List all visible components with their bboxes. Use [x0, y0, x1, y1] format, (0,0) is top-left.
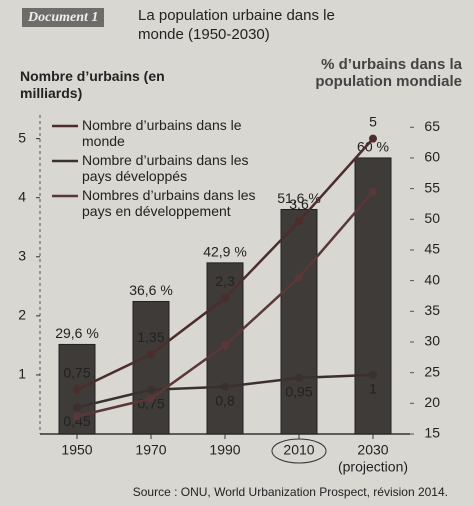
line-value-label: 0,8	[215, 392, 235, 408]
x-tick-label: 2010	[283, 442, 314, 458]
line-marker	[369, 134, 377, 143]
x-tick-label: 2030	[357, 442, 388, 458]
line-value-label: 0,75	[63, 364, 90, 380]
bar-value-label: 42,9 %	[203, 244, 247, 260]
y-tick-label: 5	[18, 129, 26, 145]
bar-value-label: 36,6 %	[129, 282, 173, 298]
source: Source : ONU, World Urbanization Prospec…	[132, 485, 448, 499]
line-value-label: 1	[369, 381, 377, 397]
legend-label: Nombres d’urbains dans les pays en dével…	[82, 187, 256, 219]
line-marker	[73, 385, 81, 394]
line-marker	[221, 341, 229, 350]
y2-tick-label: 25	[424, 363, 440, 379]
line-value-label: 2,3	[215, 273, 235, 289]
bar-value-label: 29,6 %	[55, 325, 99, 341]
bar-value-label: 60 %	[357, 139, 389, 155]
line-value-label: 0,95	[285, 384, 312, 400]
category-note: (projection)	[338, 459, 408, 475]
line-marker	[295, 273, 303, 282]
y2-tick-label: 60	[424, 149, 440, 165]
line-marker	[73, 412, 81, 421]
chart-title: La population urbaine dans le monde (195…	[138, 7, 335, 43]
y2-tick-label: 20	[424, 394, 440, 410]
x-tick-label: 1970	[135, 442, 166, 458]
bar	[280, 208, 318, 435]
y2-tick-label: 15	[424, 425, 440, 441]
bar-value-label: 51,6 %	[277, 190, 321, 206]
line-marker	[369, 187, 377, 196]
y-tick-label: 3	[18, 247, 26, 263]
line-value-label: 3,6	[289, 196, 309, 212]
y2-axis-title: % d’urbains dans la population mondiale	[315, 56, 462, 90]
line-value-label: 1,35	[137, 329, 164, 345]
y2-tick-label: 50	[424, 210, 440, 226]
x-tick-label: 1950	[61, 442, 92, 458]
y2-tick-label: 30	[424, 333, 440, 349]
line-marker	[295, 373, 303, 382]
line-marker	[147, 385, 155, 394]
line-marker	[147, 350, 155, 359]
line-marker	[147, 394, 155, 403]
line-marker	[295, 217, 303, 226]
line-value-label: 0,45	[63, 413, 90, 429]
y2-tick-label: 65	[424, 118, 440, 134]
line-value-label: 5	[369, 113, 377, 129]
line-marker	[221, 294, 229, 303]
y-axis-title: Nombre d’urbains (en milliards)	[20, 68, 165, 101]
bar	[132, 300, 170, 435]
y-tick-label: 1	[18, 366, 26, 382]
line-marker	[369, 370, 377, 379]
line-marker	[73, 403, 81, 412]
y2-tick-label: 45	[424, 241, 440, 257]
y-tick-label: 2	[18, 307, 26, 323]
legend-label: Nombre d’urbains dans le monde	[82, 117, 242, 149]
y2-tick-label: 35	[424, 302, 440, 318]
y2-tick-label: 40	[424, 271, 440, 287]
y2-tick-label: 55	[424, 179, 440, 195]
line-marker	[221, 382, 229, 391]
y-tick-label: 4	[18, 188, 26, 204]
x-tick-label: 1990	[209, 442, 240, 458]
legend-label: Nombre d’urbains dans les pays développé…	[82, 152, 249, 184]
highlight-circle	[271, 438, 327, 464]
document-label: Document 1	[22, 8, 105, 27]
